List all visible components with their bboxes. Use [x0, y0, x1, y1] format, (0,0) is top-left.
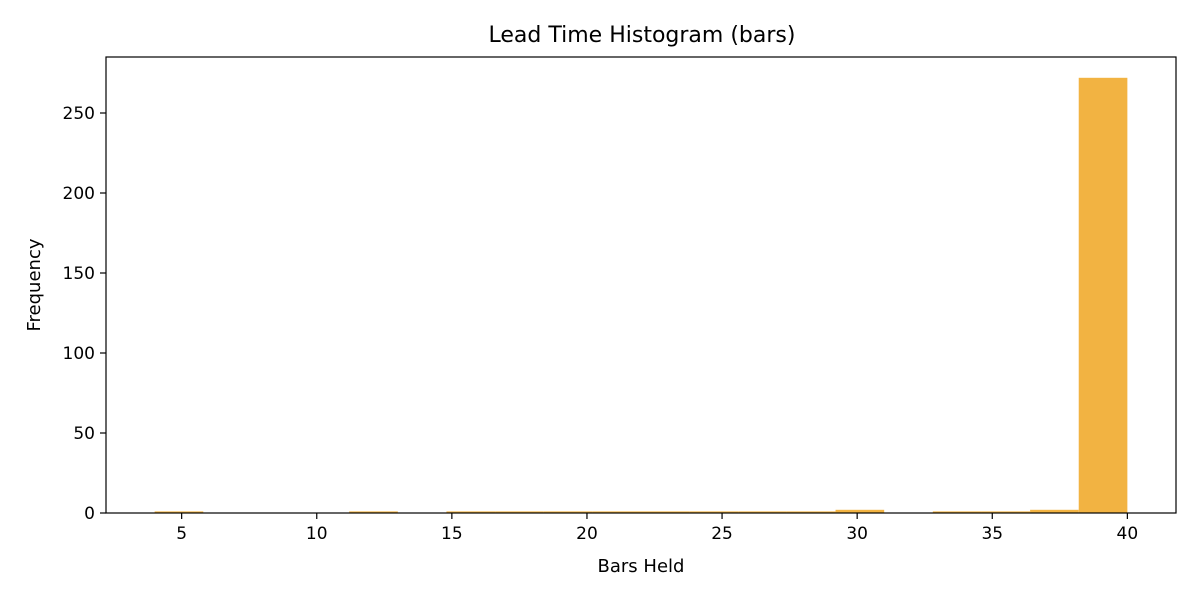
x-tick-label: 40 [1117, 524, 1139, 544]
histogram-bar-10 [641, 511, 690, 513]
chart-title: Lead Time Histogram (bars) [489, 23, 796, 48]
x-tick-label: 35 [981, 524, 1003, 544]
x-axis-label: Bars Held [598, 556, 685, 577]
histogram-bar-14 [835, 509, 885, 513]
x-tick-label: 30 [846, 524, 868, 544]
histogram-bar-13 [786, 511, 836, 513]
y-axis-ticks: 0 50 100 150 200 250 [63, 104, 106, 524]
histogram-bar-6 [446, 511, 496, 513]
x-tick-label: 20 [576, 524, 598, 544]
x-axis-ticks: 5 10 15 20 25 30 35 40 [176, 513, 1138, 544]
y-tick-label: 0 [84, 504, 95, 524]
x-tick-label: 15 [441, 524, 463, 544]
histogram-bar-9 [592, 511, 641, 513]
plot-frame [105, 56, 1177, 514]
y-tick-label: 50 [73, 424, 95, 444]
y-tick-label: 100 [63, 344, 95, 364]
y-tick-label: 200 [63, 184, 95, 204]
bars-group [154, 77, 1128, 514]
histogram-bar-12 [738, 511, 787, 513]
y-tick-label: 250 [63, 104, 95, 124]
x-tick-label: 10 [306, 524, 328, 544]
histogram-bar-19 [1078, 77, 1128, 514]
histogram-bar-4 [349, 511, 398, 513]
histogram-bar-8 [543, 511, 593, 513]
y-tick-label: 150 [63, 264, 95, 284]
histogram-bar-11 [689, 511, 739, 513]
histogram-bar-18 [1030, 509, 1079, 513]
y-axis-label: Frequency [24, 238, 45, 331]
x-tick-label: 25 [711, 524, 733, 544]
x-tick-label: 5 [176, 524, 187, 544]
histogram-bar-7 [495, 511, 544, 513]
histogram-bar-0 [154, 511, 204, 513]
histogram-bar-16 [932, 511, 982, 513]
histogram-bar-17 [981, 511, 1031, 513]
